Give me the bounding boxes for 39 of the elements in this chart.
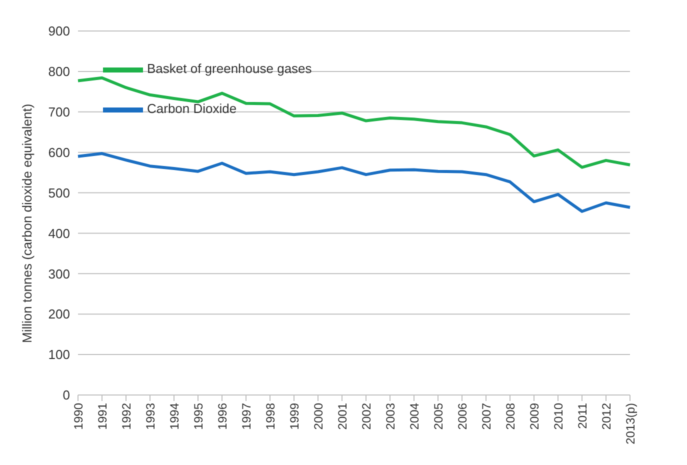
x-tick-label: 1992: [120, 402, 134, 430]
legend-label: Carbon Dioxide: [147, 101, 237, 116]
y-tick-label: 600: [48, 144, 70, 160]
x-tick-label: 1997: [240, 402, 254, 430]
line-series: [76, 76, 632, 169]
x-tick-label: 2012: [600, 402, 614, 430]
x-tick-label: 2013(p): [624, 403, 638, 444]
x-tick-label: 2009: [528, 402, 542, 430]
x-tick-label: 1993: [144, 402, 158, 430]
x-tick-label: 2008: [504, 402, 518, 430]
y-tick-label: 700: [48, 104, 70, 120]
y-tick-label: 100: [48, 347, 70, 362]
x-tick-label: 1994: [168, 402, 182, 430]
x-tick-label: 2003: [384, 402, 398, 430]
x-tick-label: 1995: [192, 402, 206, 430]
x-tick-label: 2010: [552, 402, 566, 430]
x-tick-label: 2011: [576, 402, 590, 429]
y-axis-title: Million tonnes (carbon dioxide equivalent): [20, 104, 35, 343]
x-tick-label: 2007: [480, 402, 494, 430]
y-tick-label: 900: [48, 24, 70, 39]
x-tick-label: 2001: [336, 402, 350, 430]
y-tick-label: 200: [48, 306, 70, 322]
x-tick-label: 2006: [456, 402, 470, 430]
x-tick-label: 2002: [360, 402, 374, 430]
x-tick-label: 1991: [96, 402, 110, 430]
y-tick-label: 0: [62, 388, 70, 403]
x-tick-label: 2000: [312, 402, 326, 430]
line-series: [76, 152, 632, 213]
y-tick-label: 800: [48, 64, 70, 80]
x-tick-label: 1998: [264, 402, 278, 430]
x-tick-label: 1999: [288, 402, 302, 430]
y-tick-label: 400: [48, 226, 70, 241]
y-tick-label: 500: [48, 185, 70, 200]
x-tick-label: 1990: [72, 402, 86, 430]
legend-label: Basket of greenhouse gases: [147, 61, 312, 76]
x-tick-label: 1996: [216, 402, 230, 430]
x-tick-label: 2005: [432, 402, 446, 430]
x-tick-label: 2004: [408, 402, 422, 430]
y-tick-label: 300: [48, 266, 70, 282]
